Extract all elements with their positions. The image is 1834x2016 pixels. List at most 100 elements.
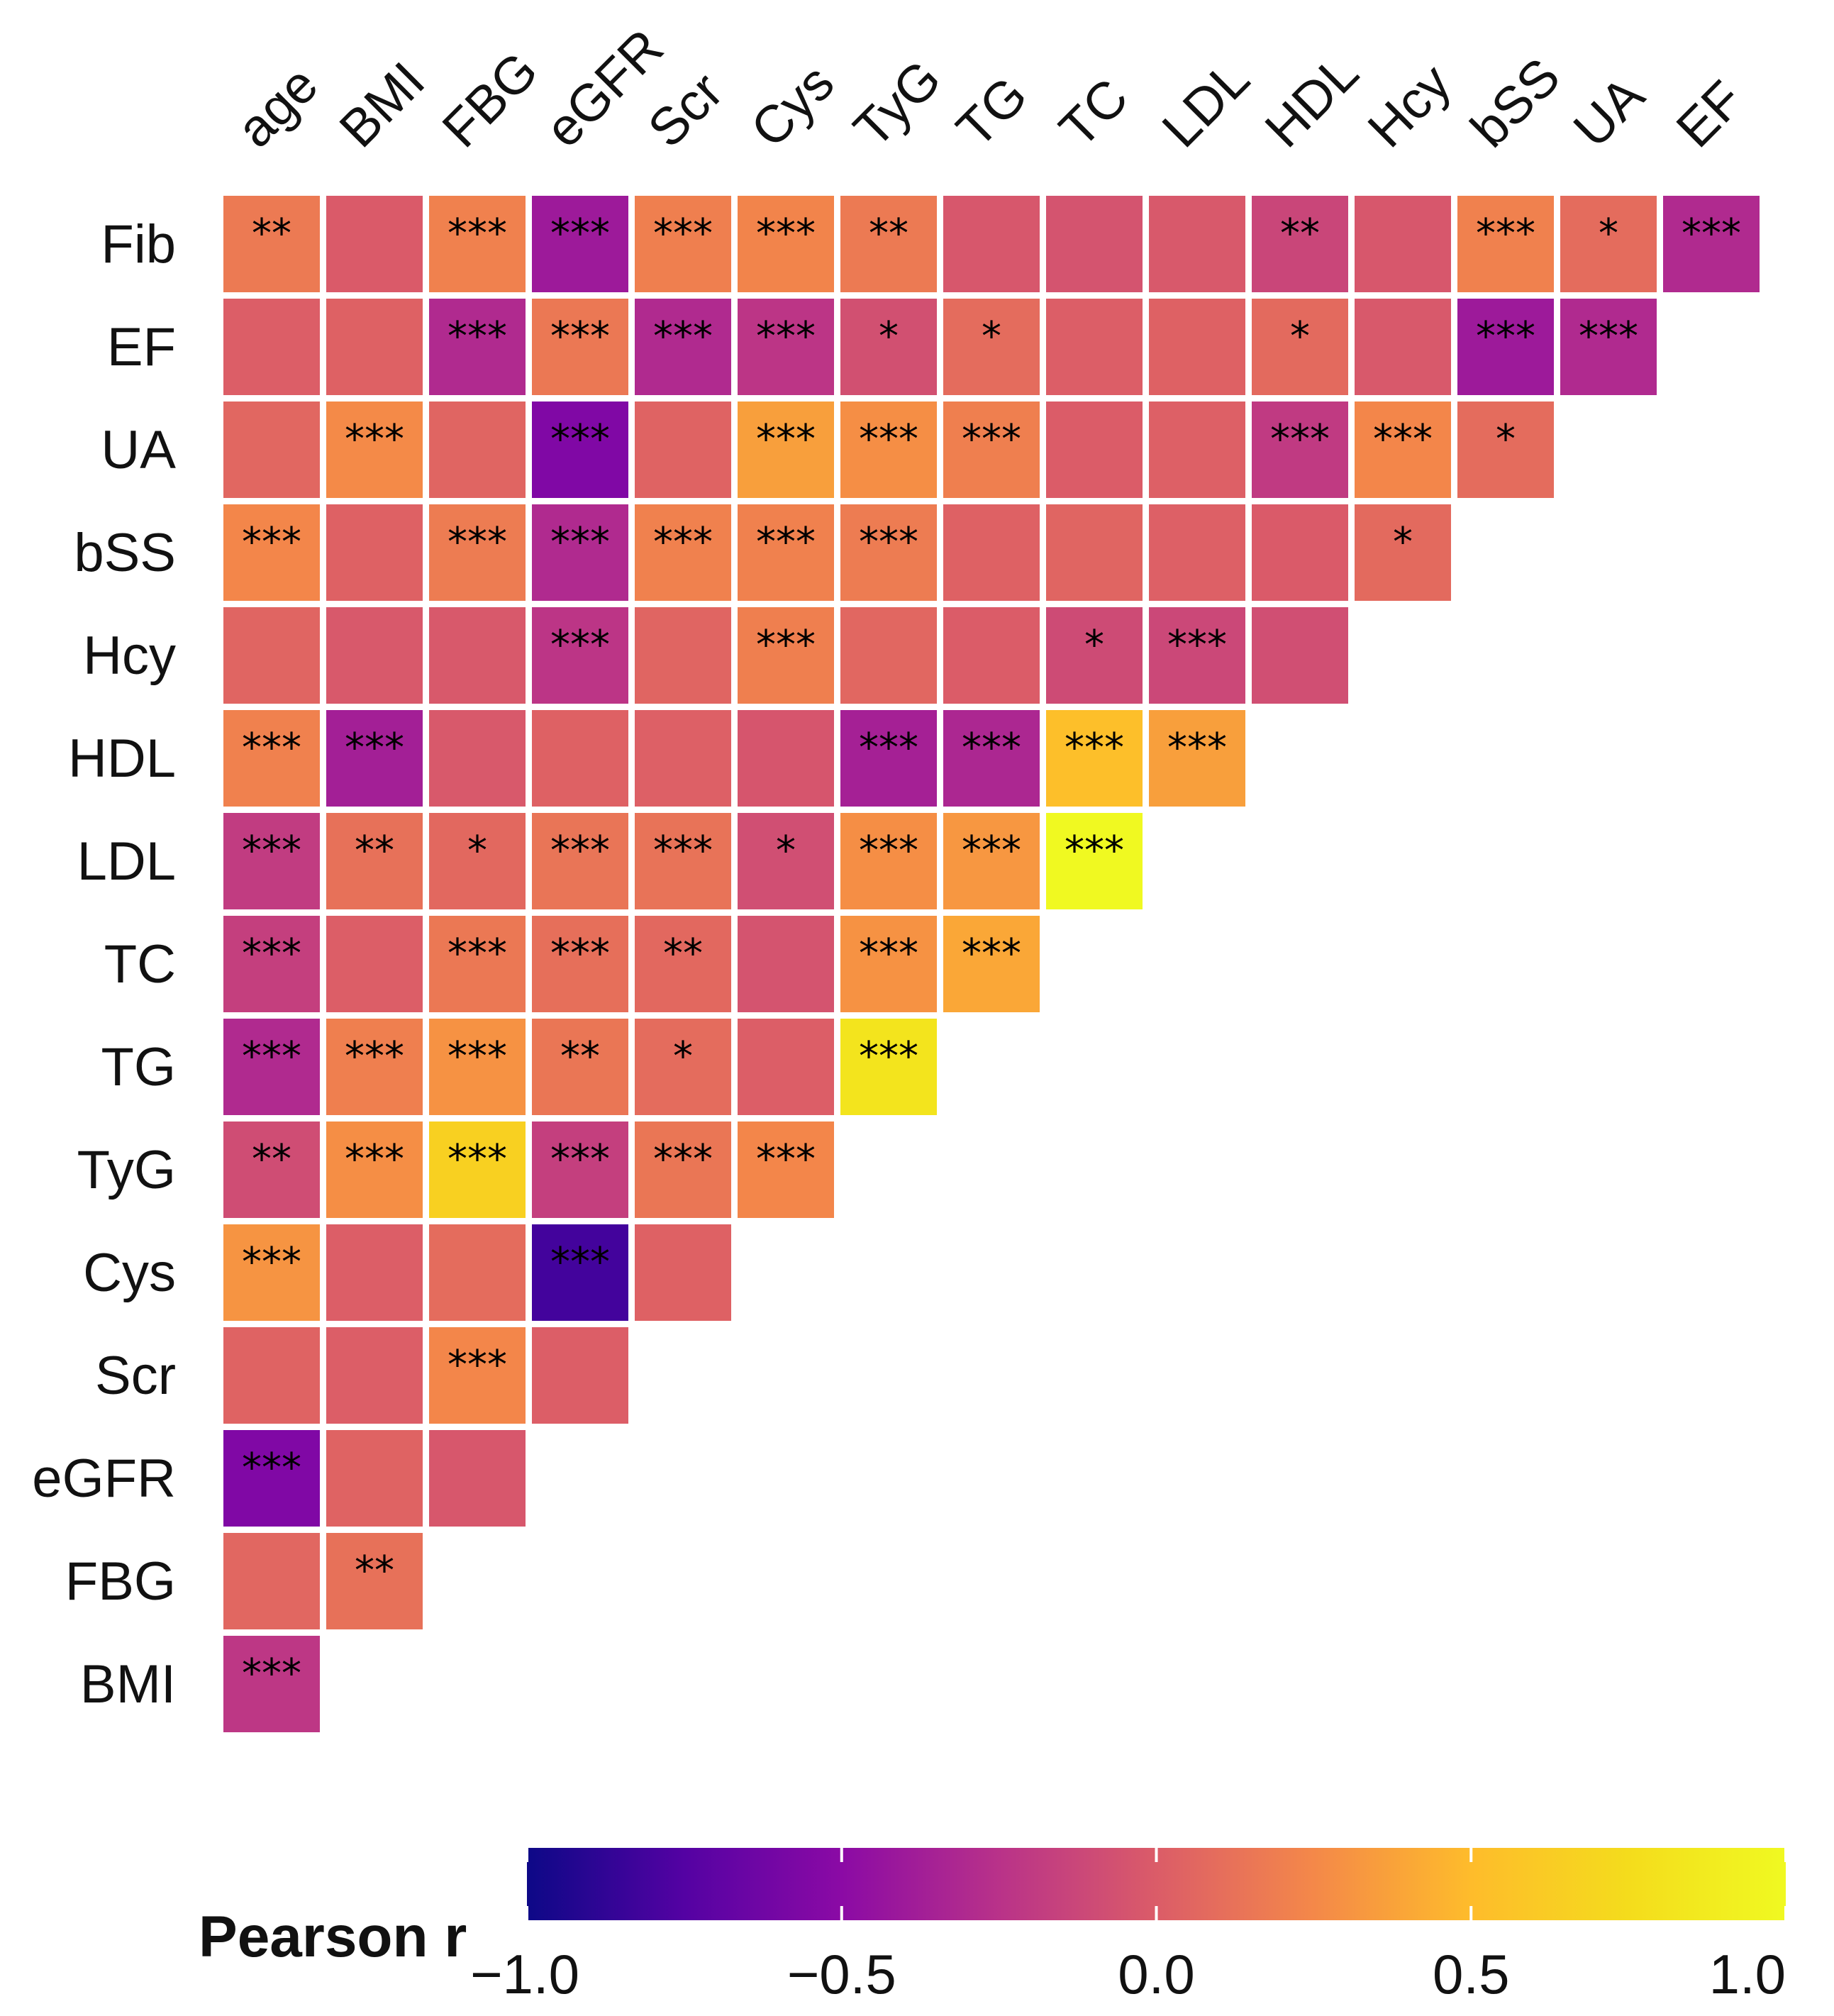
heatmap-cell-EF-Cys [738, 299, 834, 395]
heatmap-cell-Fib-eGFR [532, 196, 628, 292]
significance-Fib-eGFR: *** [550, 211, 610, 257]
y-label-bSS: bSS [74, 523, 176, 583]
y-label-Hcy: Hcy [83, 626, 176, 686]
significance-HDL-TC: *** [1065, 725, 1124, 771]
significance-bSS-FBG: *** [448, 519, 507, 565]
significance-TG-FBG: *** [448, 1034, 507, 1080]
heatmap-cell-Hcy-HDL [1252, 607, 1348, 704]
significance-LDL-TG: *** [962, 828, 1021, 874]
significance-EF-UA: *** [1579, 314, 1638, 360]
heatmap-cell-TG-age [223, 1019, 320, 1115]
heatmap-cell-HDL-TyG [840, 710, 937, 807]
heatmap-cell-HDL-Cys [738, 710, 834, 807]
colorbar-tick-label: 0.0 [1118, 1943, 1194, 2005]
x-label-LDL: LDL [1151, 49, 1261, 159]
heatmap-cell-TyG-FBG [429, 1121, 526, 1218]
heatmap-cell-bSS-Cys [738, 504, 834, 601]
heatmap-cell-Scr-eGFR [532, 1327, 628, 1424]
heatmap-cell-Hcy-FBG [429, 607, 526, 704]
heatmap-cell-EF-bSS [1457, 299, 1554, 395]
colorbar-title: Pearson r [199, 1905, 467, 1969]
heatmap-cell-LDL-BMI [326, 813, 423, 909]
heatmap-cell-Fib-TyG [840, 196, 937, 292]
x-label-TG: TG [945, 65, 1038, 158]
heatmap-cell-Hcy-BMI [326, 607, 423, 704]
y-label-EF: EF [107, 317, 176, 377]
heatmap-cell-EF-HDL [1252, 299, 1348, 395]
significance-EF-bSS: *** [1476, 314, 1535, 360]
heatmap-cell-Cys-Scr [635, 1224, 731, 1321]
significance-UA-TyG: *** [859, 416, 918, 463]
significance-TyG-FBG: *** [448, 1136, 507, 1183]
y-label-Cys: Cys [83, 1243, 176, 1303]
heatmap-cell-EF-TyG [840, 299, 937, 395]
y-label-BMI: BMI [80, 1654, 176, 1715]
heatmap-cell-LDL-Cys [738, 813, 834, 909]
heatmap-cell-UA-TyG [840, 401, 937, 498]
heatmap-cell-Cys-BMI [326, 1224, 423, 1321]
y-label-LDL: LDL [77, 831, 176, 892]
significance-Fib-Cys: *** [756, 211, 816, 257]
heatmap-cell-LDL-TC [1046, 813, 1143, 909]
heatmap-cell-TyG-Scr [635, 1121, 731, 1218]
heatmap-cell-Cys-age [223, 1224, 320, 1321]
heatmap-cell-TC-TyG [840, 916, 937, 1012]
heatmap-cell-Hcy-Cys [738, 607, 834, 704]
significance-TG-BMI: *** [345, 1034, 404, 1080]
significance-EF-eGFR: *** [550, 314, 610, 360]
heatmap-cell-HDL-age [223, 710, 320, 807]
colorbar-tick-label: 1.0 [1709, 1943, 1786, 2005]
heatmap-cell-eGFR-FBG [429, 1430, 526, 1527]
significance-Hcy-LDL: *** [1167, 622, 1227, 668]
significance-LDL-Scr: *** [653, 828, 713, 874]
heatmap-cell-Fib-TG [943, 196, 1040, 292]
heatmap-cell-UA-eGFR [532, 401, 628, 498]
heatmap-cell-LDL-TyG [840, 813, 937, 909]
y-label-TG: TG [101, 1037, 176, 1097]
significance-EF-FBG: *** [448, 314, 507, 360]
heatmap-cell-eGFR-age [223, 1430, 320, 1527]
heatmap-cell-UA-BMI [326, 401, 423, 498]
heatmap-cell-TG-TyG [840, 1019, 937, 1115]
heatmap-cell-HDL-eGFR [532, 710, 628, 807]
heatmap-cell-LDL-FBG [429, 813, 526, 909]
heatmap-cell-UA-Cys [738, 401, 834, 498]
heatmap-cell-Fib-age [223, 196, 320, 292]
significance-TyG-BMI: *** [345, 1136, 404, 1183]
y-label-FBG: FBG [65, 1551, 176, 1612]
heatmap-cell-Hcy-age [223, 607, 320, 704]
significance-LDL-age: *** [242, 828, 301, 874]
significance-EF-HDL: * [1290, 314, 1310, 360]
heatmap-cell-EF-age [223, 299, 320, 395]
heatmap-cell-bSS-age [223, 504, 320, 601]
heatmap-cell-UA-TC [1046, 401, 1143, 498]
heatmap-cell-EF-FBG [429, 299, 526, 395]
y-label-TC: TC [104, 934, 176, 995]
heatmap-cell-TC-BMI [326, 916, 423, 1012]
significance-EF-TyG: * [879, 314, 899, 360]
significance-HDL-TyG: *** [859, 725, 918, 771]
heatmap-cell-TyG-age [223, 1121, 320, 1218]
heatmap-cell-UA-Scr [635, 401, 731, 498]
significance-Fib-TyG: ** [869, 211, 908, 257]
heatmap-cell-UA-FBG [429, 401, 526, 498]
heatmap-cell-Scr-BMI [326, 1327, 423, 1424]
significance-Fib-EF: *** [1682, 211, 1741, 257]
significance-Hcy-eGFR: *** [550, 622, 610, 668]
heatmap-cell-UA-age [223, 401, 320, 498]
heatmap-cell-bSS-BMI [326, 504, 423, 601]
heatmap-cell-HDL-BMI [326, 710, 423, 807]
heatmap-cell-bSS-Scr [635, 504, 731, 601]
heatmap-cell-bSS-TyG [840, 504, 937, 601]
significance-Hcy-TC: * [1084, 622, 1104, 668]
significance-TyG-eGFR: *** [550, 1136, 610, 1183]
x-label-TC: TC [1048, 67, 1139, 158]
significance-TG-age: *** [242, 1034, 301, 1080]
heatmap-cell-Hcy-TC [1046, 607, 1143, 704]
heatmap-cell-bSS-HDL [1252, 504, 1348, 601]
heatmap-cell-TG-FBG [429, 1019, 526, 1115]
heatmap-cell-TC-FBG [429, 916, 526, 1012]
heatmap-cell-TC-eGFR [532, 916, 628, 1012]
x-label-Hcy: Hcy [1357, 53, 1462, 159]
significance-EF-Scr: *** [653, 314, 713, 360]
